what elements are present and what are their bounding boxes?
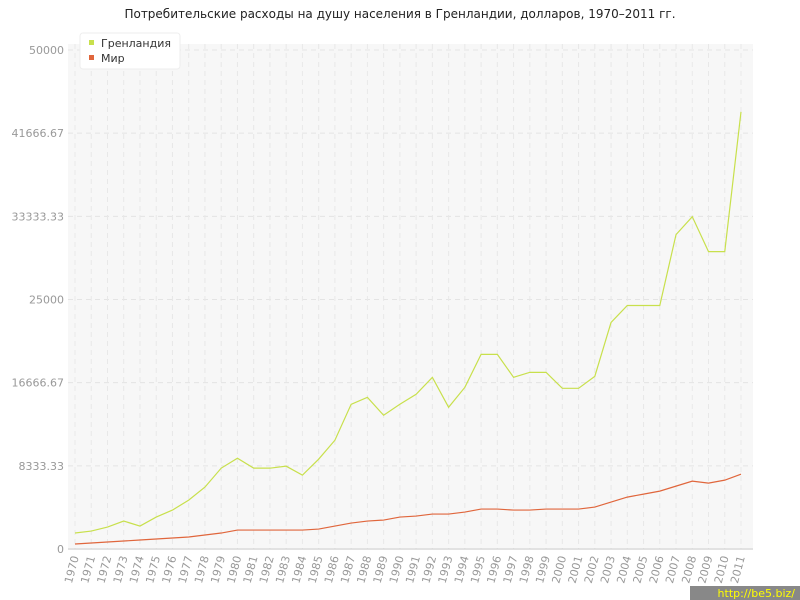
chart-title: Потребительские расходы на душу населени… bbox=[124, 7, 675, 21]
legend: Гренландия Мир bbox=[79, 32, 181, 70]
plot-area bbox=[68, 44, 753, 550]
y-tick-label: 41666.67 bbox=[12, 127, 65, 140]
y-tick-label: 50000 bbox=[29, 44, 64, 57]
legend-swatch bbox=[89, 40, 94, 45]
legend-label: Мир bbox=[101, 52, 125, 65]
y-tick-label: 16666.67 bbox=[12, 377, 65, 390]
y-tick-label: 0 bbox=[57, 543, 64, 556]
y-tick-label: 25000 bbox=[29, 294, 64, 307]
series-line bbox=[74, 111, 742, 534]
y-tick-label: 33333.33 bbox=[12, 210, 65, 223]
series-line bbox=[74, 473, 742, 545]
legend-label: Гренландия bbox=[101, 37, 171, 50]
legend-swatch bbox=[89, 55, 94, 60]
watermark-bg bbox=[690, 586, 800, 600]
y-tick-label: 8333.33 bbox=[19, 460, 65, 473]
watermark: http://be5.biz/ bbox=[718, 587, 796, 600]
legend-box bbox=[79, 32, 181, 70]
